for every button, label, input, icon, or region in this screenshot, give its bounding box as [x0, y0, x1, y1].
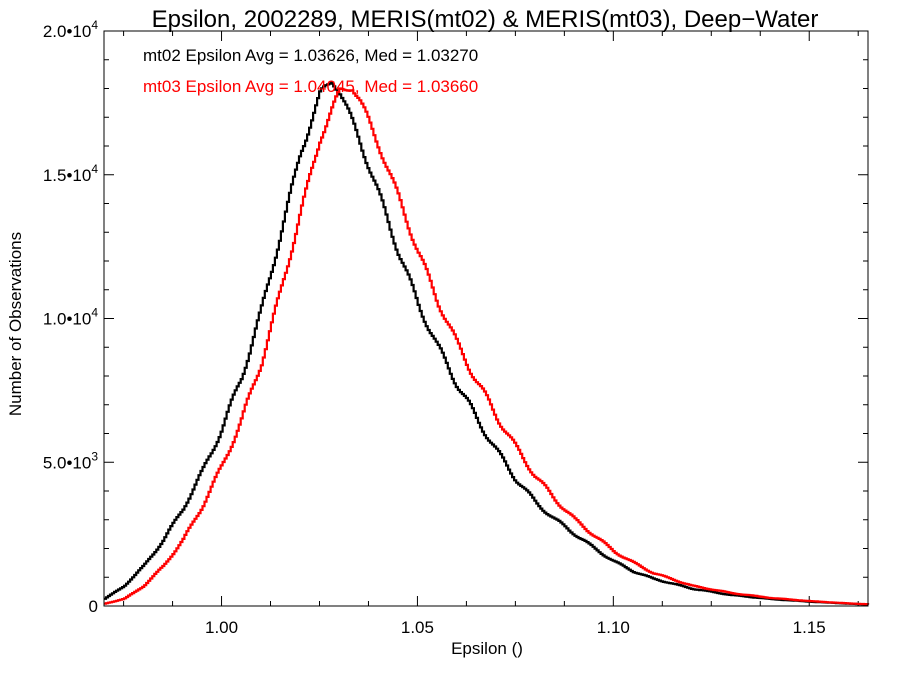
chart-title: Epsilon, 2002289, MERIS(mt02) & MERIS(mt…	[152, 6, 819, 33]
y-tick-exponent: 3	[91, 449, 98, 463]
series-mt03-histogram	[104, 87, 870, 606]
y-tick-mantissa: 0	[89, 597, 98, 616]
y-tick-label-text: 1.5•104	[43, 162, 99, 185]
x-tick-label: 1.05	[401, 618, 434, 637]
y-tick-mantissa: 2.0•10	[43, 22, 92, 41]
y-axis-label: Number of Observations	[6, 232, 25, 416]
plot-frame	[103, 30, 869, 607]
annotation-mt02-stats: mt02 Epsilon Avg = 1.03626, Med = 1.0327…	[143, 46, 478, 65]
x-tick-label: 1.00	[205, 618, 238, 637]
x-axis-label: Epsilon ()	[451, 639, 523, 658]
y-tick-mantissa: 1.5•10	[43, 166, 92, 185]
y-tick-label: 1.5•104	[43, 162, 99, 185]
x-tick-label: 1.15	[793, 618, 826, 637]
y-tick-label-text: 1.0•104	[43, 306, 99, 329]
axis-ticks: 1.00 1.05 1.10 1.1505.0•1031.0•1041.5•1042.…	[43, 18, 868, 637]
x-tick-label: 1.10	[597, 618, 630, 637]
y-tick-exponent: 4	[91, 18, 98, 32]
y-tick-label-text: 2.0•104	[43, 18, 99, 41]
y-tick-label-text: 5.0•103	[43, 449, 99, 472]
y-tick-mantissa: 5.0•10	[43, 453, 92, 472]
annotation-mt03-stats: mt03 Epsilon Avg = 1.04045, Med = 1.0366…	[143, 77, 478, 96]
y-tick-exponent: 4	[91, 306, 98, 320]
annotations: mt02 Epsilon Avg = 1.03626, Med = 1.0327…	[143, 46, 478, 96]
y-tick-label-text: 0	[89, 597, 98, 616]
series-mt02-histogram	[104, 81, 870, 606]
y-tick-label: 5.0•103	[43, 449, 99, 472]
y-tick-label: 2.0•104	[43, 18, 99, 41]
histogram-series	[104, 81, 870, 606]
y-tick-label: 0	[89, 597, 98, 616]
y-tick-mantissa: 1.0•10	[43, 310, 92, 329]
y-tick-exponent: 4	[91, 162, 98, 176]
y-tick-label: 1.0•104	[43, 306, 99, 329]
